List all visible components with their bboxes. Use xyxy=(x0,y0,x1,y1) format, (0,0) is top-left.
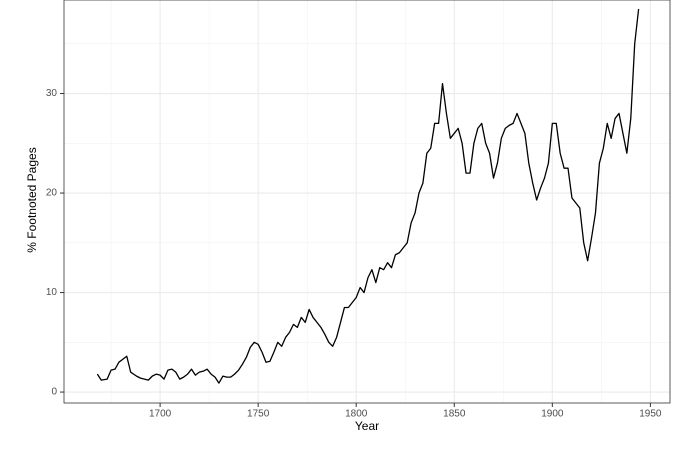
y-axis-title: % Footnoted Pages xyxy=(25,147,39,252)
x-tick-label: 1750 xyxy=(247,409,270,420)
x-tick-label: 1900 xyxy=(541,409,564,420)
y-tick-label: 30 xyxy=(46,88,58,99)
y-tick-label: 10 xyxy=(46,287,58,298)
panel xyxy=(64,0,670,403)
y-tick-label: 0 xyxy=(51,387,57,398)
x-tick-label: 1950 xyxy=(639,409,662,420)
x-tick-label: 1850 xyxy=(443,409,466,420)
x-tick-label: 1800 xyxy=(345,409,368,420)
y-tick-label: 20 xyxy=(46,188,58,199)
x-axis-title: Year xyxy=(355,419,379,433)
x-tick-label: 1700 xyxy=(149,409,172,420)
panel-border xyxy=(63,0,671,404)
line xyxy=(96,8,640,384)
